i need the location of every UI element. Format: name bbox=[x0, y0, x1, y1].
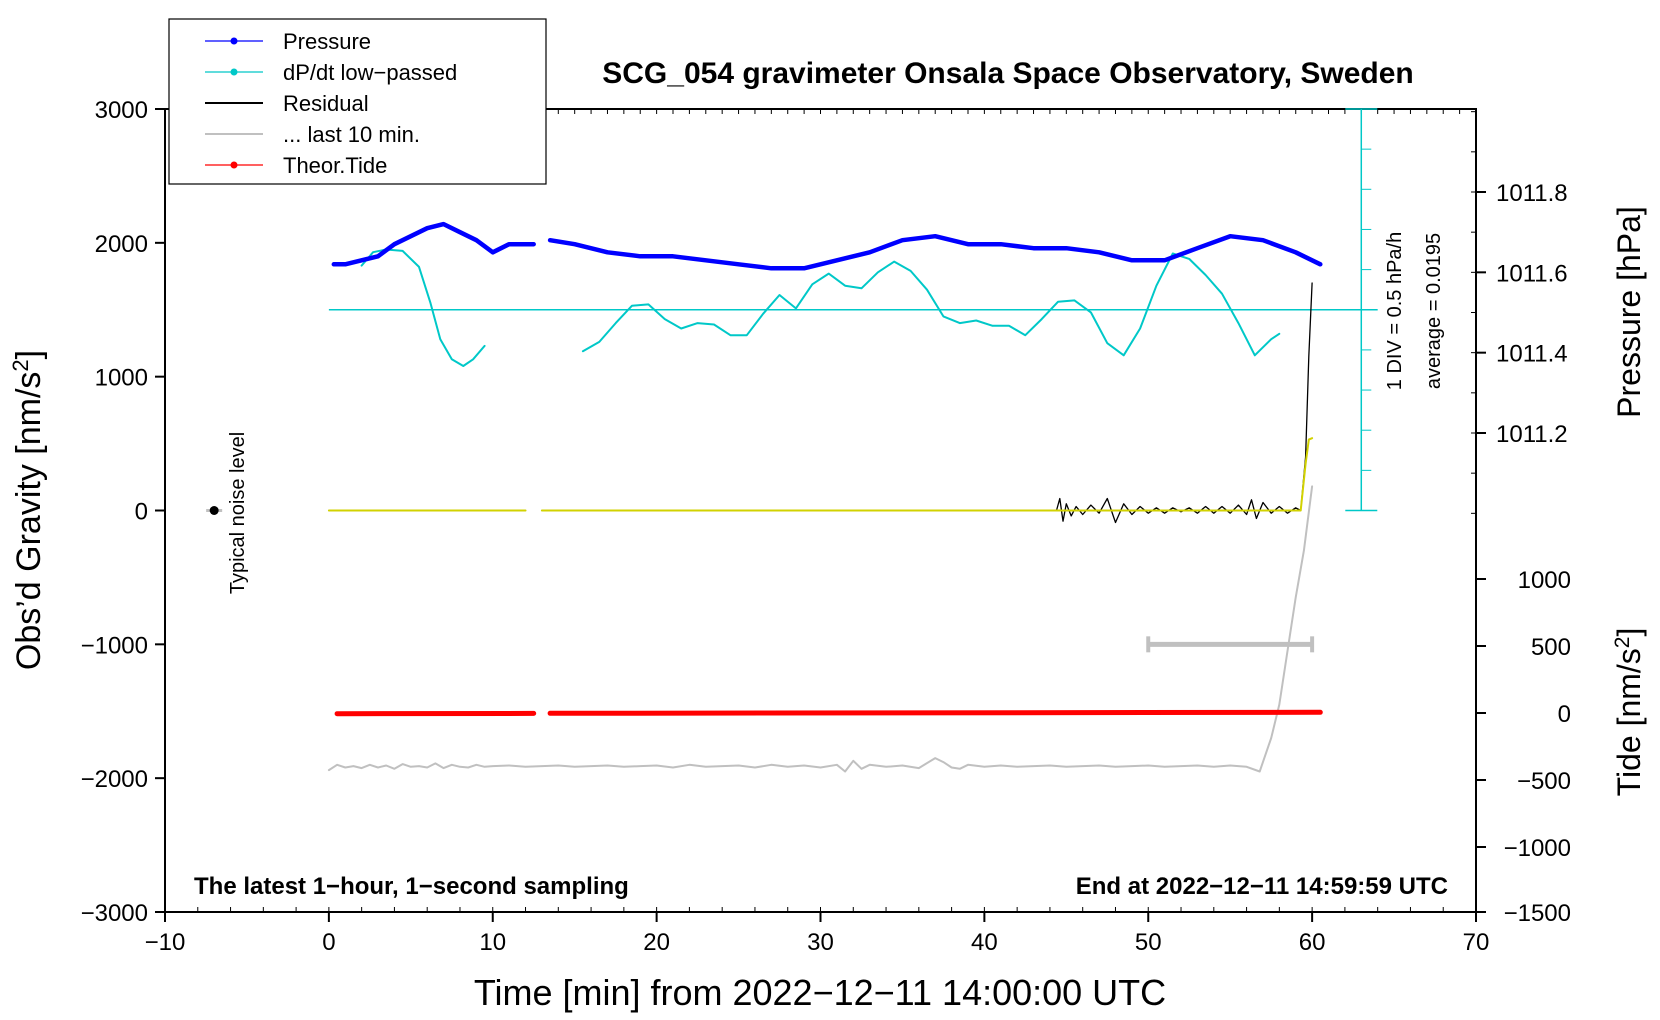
x-tick-label: 10 bbox=[479, 929, 506, 956]
series--last-10-min- bbox=[327, 485, 1314, 773]
x-tick-label: 60 bbox=[1299, 929, 1326, 956]
y-tide-label-end: ] bbox=[1611, 628, 1647, 637]
series-layer bbox=[327, 221, 1378, 773]
y-left-label-sup: 2 bbox=[8, 359, 33, 371]
pressure-tick-label: 1011.2 bbox=[1496, 421, 1568, 448]
x-tick-label: 70 bbox=[1463, 929, 1490, 956]
pressure-tick-label: 1011.6 bbox=[1496, 260, 1568, 287]
noise-label: Typical noise level bbox=[227, 432, 249, 594]
y-tick-label: −2000 bbox=[81, 766, 148, 793]
series-theor-tide bbox=[547, 709, 1323, 716]
average-label: average = 0.0195 bbox=[1423, 233, 1445, 389]
y-axis-tide: 1000 500 0 −500 −1000 −1500 bbox=[1476, 567, 1571, 927]
x-tick-label: 30 bbox=[807, 929, 834, 956]
series-residual bbox=[1300, 282, 1313, 512]
x-tick-label: 50 bbox=[1135, 929, 1162, 956]
y-tick-label: −1000 bbox=[81, 632, 148, 659]
series-dp-dt-low-passed bbox=[581, 252, 1281, 357]
legend-box bbox=[168, 18, 547, 185]
x-axis-label: Time [min] from 2022−12−11 14:00:00 UTC bbox=[474, 972, 1166, 1013]
x-tick-label: 0 bbox=[322, 929, 335, 956]
series-residual-fit bbox=[540, 437, 1314, 512]
legend-label: ... last 10 min. bbox=[283, 122, 420, 147]
legend-marker bbox=[230, 68, 238, 76]
y-tick-label: 0 bbox=[135, 499, 148, 526]
last10-range-bar bbox=[1146, 636, 1315, 653]
y-left-label-main: Obs’d Gravity [nm/s bbox=[10, 372, 48, 671]
tide-tick-label: 500 bbox=[1531, 634, 1571, 661]
legend-label: Residual bbox=[283, 91, 369, 116]
legend: Pressure dP/dt low−passed Residual ... last… bbox=[168, 18, 547, 185]
x-tick-label: 20 bbox=[643, 929, 670, 956]
end-time-note: End at 2022−12−11 14:59:59 UTC bbox=[1076, 873, 1448, 900]
div-label: 1 DIV = 0.5 hPa/h bbox=[1384, 232, 1406, 390]
noise-marker bbox=[206, 506, 223, 515]
y-axis-left-label: Obs’d Gravity [nm/s2] bbox=[8, 350, 49, 670]
y-tide-label-sup: 2 bbox=[1611, 637, 1634, 649]
x-tick-label: −10 bbox=[145, 929, 186, 956]
pressure-tick-label: 1011.8 bbox=[1496, 180, 1568, 207]
legend-label: Theor.Tide bbox=[283, 153, 387, 178]
tide-tick-label: −1500 bbox=[1504, 900, 1571, 927]
tide-tick-label: 0 bbox=[1558, 701, 1571, 728]
y-axis-pressure: 1011.2 1011.4 1011.6 1011.8 bbox=[1471, 111, 1568, 514]
y-tick-label: 2000 bbox=[95, 231, 148, 258]
y-left-label-end: ] bbox=[10, 350, 48, 359]
legend-label: dP/dt low−passed bbox=[283, 60, 457, 85]
sampling-note: The latest 1−hour, 1−second sampling bbox=[194, 873, 629, 900]
legend-marker bbox=[230, 37, 238, 45]
y-axis-tide-label: Tide [nm/s2] bbox=[1611, 628, 1648, 797]
series-pressure bbox=[547, 233, 1323, 271]
y-tide-label-main: Tide [nm/s bbox=[1611, 648, 1647, 796]
tide-tick-label: 1000 bbox=[1518, 567, 1571, 594]
x-axis: −10 0 10 20 30 40 50 60 70 bbox=[145, 109, 1490, 956]
chart-title: SCG_054 gravimeter Onsala Space Observat… bbox=[602, 57, 1414, 90]
tide-tick-label: −1000 bbox=[1504, 835, 1571, 862]
y-axis-pressure-label: Pressure [hPa] bbox=[1611, 206, 1647, 418]
y-tick-label: −3000 bbox=[81, 900, 148, 927]
tide-tick-label: −500 bbox=[1517, 768, 1571, 795]
pressure-tick-label: 1011.4 bbox=[1496, 341, 1568, 368]
series-pressure bbox=[331, 221, 536, 267]
series-dp-dt-low-passed bbox=[360, 248, 486, 367]
y-tick-label: 3000 bbox=[95, 97, 148, 124]
y-axis-left: 3000 2000 1000 0 −1000 −2000 −3000 bbox=[81, 97, 165, 927]
legend-marker bbox=[230, 161, 238, 169]
series-residual bbox=[1055, 497, 1302, 524]
legend-label: Pressure bbox=[283, 29, 371, 54]
x-tick-label: 40 bbox=[971, 929, 998, 956]
y-tick-label: 1000 bbox=[95, 365, 148, 392]
